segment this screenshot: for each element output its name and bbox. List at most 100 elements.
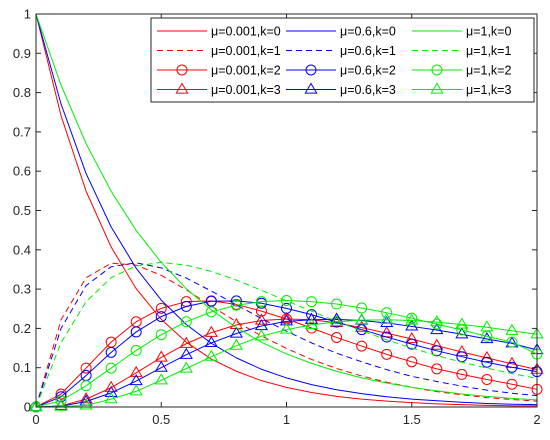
circle-marker [481,356,493,368]
triangle-marker [355,320,369,332]
circle-marker [205,306,217,318]
x-tick-label: 1 [283,412,290,427]
circle-marker [331,298,343,310]
triangle-marker [480,320,494,332]
series-line [35,300,538,408]
circle-marker [80,380,92,392]
x-tick-label: 0.5 [152,412,170,427]
triangle-marker [279,314,294,326]
series-line [35,13,538,406]
legend-marker [430,82,444,94]
circle-marker [406,312,418,324]
legend-item: μ=0.001,k=3 [157,82,281,97]
legend-label: μ=0.001,k=0 [211,25,281,39]
series-line [35,13,537,407]
legend-label: μ=0.6,k=0 [340,25,396,39]
triangle-marker [355,313,369,325]
series-line [35,318,538,408]
triangle-marker [79,398,93,410]
circle-marker [80,362,92,374]
triangle-marker [455,345,469,357]
y-tick-label: 0.9 [13,46,31,61]
series-11-mu-1-k-3 [29,312,544,412]
y-tick-label: 0.7 [13,124,31,139]
series-line [35,262,538,408]
circle-marker [55,391,67,403]
circle-marker [406,338,418,350]
series-line [35,318,538,408]
circle-marker [230,295,242,307]
triangle-marker [304,317,319,329]
legend-item: μ=0.6,k=0 [286,25,396,39]
circle-marker [155,302,167,314]
x-tick-label: 2 [533,412,540,427]
y-tick-label: 0.2 [13,321,31,336]
plot-area: 0 0.5 1 1.5 2 0 0.1 0.2 0.3 0.4 0.5 0.6 0.7 0.8 0.9 1 [13,7,544,427]
series-5-mu-0-6-k-1 [35,262,538,408]
legend-item: μ=0.6,k=2 [286,64,396,78]
circle-marker [431,345,443,357]
triangle-marker [430,338,444,350]
triangle-marker [129,384,143,396]
legend-label: μ=0.001,k=1 [211,44,281,58]
triangle-marker [179,347,193,359]
legend-item: μ=0.001,k=0 [157,25,281,39]
legend-marker [176,64,188,76]
circle-marker [255,305,267,317]
circle-marker [130,326,142,338]
legend-label: μ=1,k=0 [466,25,511,39]
series-layer [29,13,544,413]
triangle-marker [405,332,419,344]
circle-marker [55,395,67,407]
series-line [35,262,538,408]
triangle-marker [204,349,218,361]
series-line [35,13,538,401]
circle-marker [381,331,393,343]
circle-marker [506,336,518,348]
circle-marker [155,329,167,341]
triangle-marker [254,313,269,325]
triangle-marker [229,338,243,350]
series-1-mu-0-001-k-1 [35,262,538,408]
circle-marker [331,331,343,343]
triangle-marker [129,365,143,377]
circle-marker [180,300,192,312]
legend-label: μ=1,k=2 [466,64,511,78]
circle-marker [255,296,267,308]
legend-box [150,17,535,103]
triangle-marker [380,312,394,324]
y-tick-label: 0.4 [13,242,31,257]
triangle-marker [480,350,494,362]
y-tick-label: 0.1 [13,360,31,375]
legend-marker [431,64,443,76]
circle-marker [356,340,368,352]
series-line [35,319,538,408]
legend-item: μ=1,k=2 [412,64,511,78]
triangle-marker [304,312,319,324]
series-4-mu-0-6-k-0 [35,13,538,406]
triangle-marker [54,399,68,411]
triangle-marker [79,392,93,404]
triangle-marker [455,317,469,329]
circle-marker [506,378,518,390]
series-0-mu-0-001-k-0 [35,13,537,407]
triangle-marker [229,326,243,338]
legend-label: μ=1,k=1 [466,44,511,58]
legend-item: μ=0.6,k=3 [286,82,396,97]
circle-marker [180,316,192,328]
circle-marker [431,363,443,375]
triangle-marker [29,400,43,412]
circle-marker [230,299,242,311]
series-9-mu-1-k-1 [35,261,538,408]
circle-marker [281,294,292,306]
triangle-marker [104,380,118,392]
triangle-marker [330,314,344,326]
series-line [35,261,538,408]
legend: μ=0.001,k=0 μ=0.001,k=1 μ=0.001,k=2 μ=0.001… [150,17,535,103]
triangle-marker [154,360,168,372]
circle-marker [506,361,518,373]
triangle-marker [154,373,168,385]
series-8-mu-1-k-0 [35,13,538,401]
triangle-marker [430,315,444,327]
